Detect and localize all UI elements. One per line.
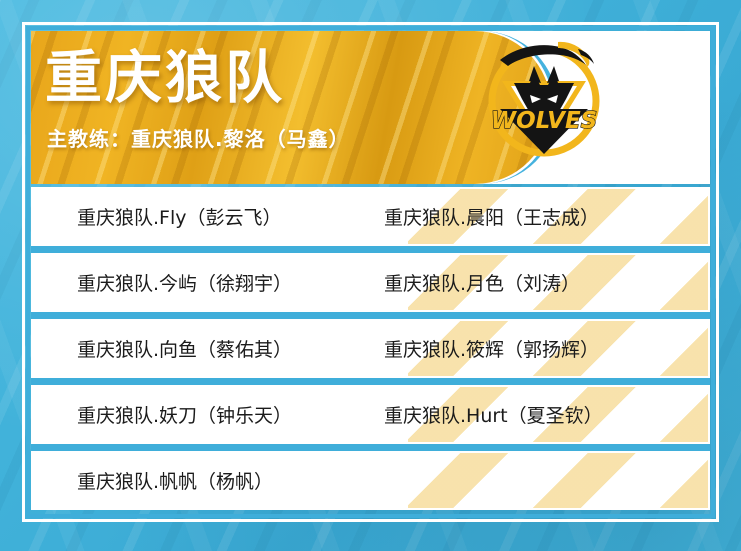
row-separator — [31, 312, 710, 319]
row-separator — [31, 378, 710, 385]
player-name: 重庆狼队.向鱼（蔡佑其） — [77, 339, 293, 361]
player-name: 重庆狼队.Fly（彭云飞） — [77, 207, 282, 229]
row-separator — [31, 246, 710, 253]
row-stripe-decoration — [408, 453, 708, 508]
team-name-title: 重庆狼队 — [45, 45, 285, 111]
player-name: 重庆狼队.晨阳（王志成） — [384, 207, 600, 229]
roster-row: 重庆狼队.帆帆（杨帆） — [31, 451, 710, 510]
player-name: 重庆狼队.Hurt（夏圣钦） — [384, 405, 603, 427]
logo-wordmark: WOLVES — [491, 108, 598, 134]
roster-list: 重庆狼队.Fly（彭云飞） 重庆狼队.晨阳（王志成） 重庆狼队.今屿（徐翔宇） … — [31, 184, 710, 519]
roster-row: 重庆狼队.向鱼（蔡佑其） 重庆狼队.筱辉（郭扬辉） — [31, 319, 710, 378]
player-name: 重庆狼队.妖刀（钟乐天） — [77, 405, 293, 427]
wolves-logo: WOLVES — [474, 31, 614, 169]
roster-row: 重庆狼队.Fly（彭云飞） 重庆狼队.晨阳（王志成） — [31, 187, 710, 246]
row-separator — [31, 444, 710, 451]
poster-inner-blue-frame — [26, 26, 715, 518]
header-gold-panel — [31, 31, 551, 184]
player-name: 重庆狼队.筱辉（郭扬辉） — [384, 339, 600, 361]
poster-header: 重庆狼队 主教练：重庆狼队.黎洛（马鑫） — [31, 31, 710, 184]
player-name: 重庆狼队.今屿（徐翔宇） — [77, 273, 293, 295]
roster-row: 重庆狼队.今屿（徐翔宇） 重庆狼队.月色（刘涛） — [31, 253, 710, 312]
player-name: 重庆狼队.月色（刘涛） — [384, 273, 581, 295]
poster-outer-white-frame — [22, 22, 719, 522]
roster-row: 重庆狼队.妖刀（钟乐天） 重庆狼队.Hurt（夏圣钦） — [31, 385, 710, 444]
player-name: 重庆狼队.帆帆（杨帆） — [77, 471, 274, 493]
head-coach-label: 主教练：重庆狼队.黎洛（马鑫） — [47, 127, 350, 151]
